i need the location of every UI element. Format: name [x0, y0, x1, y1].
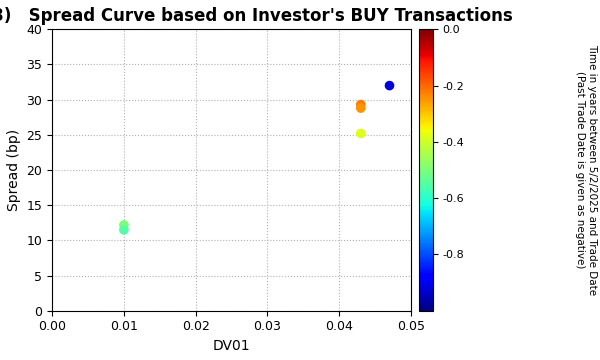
Point	[119, 222, 128, 228]
Point	[356, 131, 365, 136]
Y-axis label: Time in years between 5/2/2025 and Trade Date
(Past Trade Date is given as negat: Time in years between 5/2/2025 and Trade…	[575, 45, 597, 296]
Point	[119, 227, 128, 233]
Title: (4703)   Spread Curve based on Investor's BUY Transactions: (4703) Spread Curve based on Investor's …	[0, 7, 513, 25]
Y-axis label: Spread (bp): Spread (bp)	[7, 129, 21, 211]
Point	[385, 83, 394, 89]
Point	[356, 105, 365, 111]
X-axis label: DV01: DV01	[213, 339, 250, 353]
Point	[356, 102, 365, 107]
